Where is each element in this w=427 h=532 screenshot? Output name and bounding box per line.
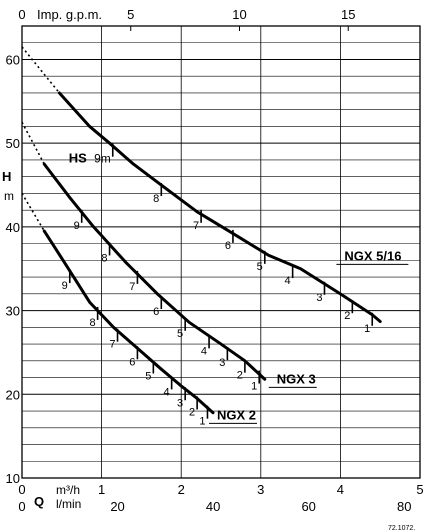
lmin-tick-label: 20	[110, 499, 124, 514]
speed-mark-label: 6	[153, 306, 159, 318]
m3h-tick-label: 0	[18, 482, 25, 497]
speed-mark-label: 2	[344, 310, 350, 322]
lmin-axis-unit: l/min	[56, 497, 81, 511]
y-axis-symbol: H	[2, 169, 11, 184]
m3h-tick-label: 4	[337, 482, 344, 497]
speed-mark-label: 7	[109, 339, 115, 351]
y-tick-label: 50	[6, 136, 20, 151]
speed-mark-label: 8	[101, 252, 107, 264]
m3h-tick-label: 2	[178, 482, 185, 497]
speed-mark-label: 9m	[94, 152, 111, 166]
hs-annotation-label: HS	[69, 151, 87, 166]
top-tick-label: 15	[341, 7, 355, 22]
speed-mark-label: 5	[145, 370, 151, 382]
y-tick-label: 20	[6, 387, 20, 402]
speed-mark-label: 5	[257, 261, 263, 273]
speed-mark-label: 1	[199, 416, 205, 428]
top-axis-label: Imp. g.p.m.	[37, 7, 102, 22]
speed-mark-label: 2	[189, 406, 195, 418]
series-labels: NGX 5/16 NGX 3 NGX 2	[209, 248, 409, 424]
speed-mark-label: 3	[316, 292, 322, 304]
lmin-tick-label: 40	[206, 499, 220, 514]
speed-mark-label: 7	[129, 281, 135, 293]
top-tick-label: 5	[127, 7, 134, 22]
m3h-tick-label: 3	[257, 482, 264, 497]
m3h-tick-label: 5	[416, 482, 423, 497]
q-axis-symbol: Q	[34, 494, 44, 509]
speed-mark-label: 2	[237, 370, 243, 382]
speed-mark-label: 8	[89, 317, 95, 329]
y-axis-ticks: 10 20 30 40 50 60	[6, 52, 20, 486]
speed-mark-label: 3	[177, 397, 183, 409]
lmin-tick-label: 80	[397, 499, 411, 514]
top-axis-ticks: 0 5 10 15	[18, 7, 355, 31]
lmin-tick-label: 0	[18, 499, 25, 514]
y-tick-label: 40	[6, 220, 20, 235]
curve-1	[42, 162, 267, 381]
y-axis-unit: m	[4, 189, 14, 203]
top-tick-label: 10	[232, 7, 246, 22]
series-label-1: NGX 3	[277, 371, 316, 386]
curve-0	[57, 91, 382, 323]
speed-mark-label: 6	[129, 356, 135, 368]
top-tick-label: 0	[18, 7, 25, 22]
speed-mark-label: 9	[62, 280, 68, 292]
figure-code: 72.1072.	[388, 525, 415, 532]
speed-mark-label: 4	[201, 345, 207, 357]
plot-frame	[21, 25, 421, 479]
speed-mark-label: 6	[225, 240, 231, 252]
speed-mark-label: 9	[74, 220, 80, 232]
m3h-axis-ticks: 0 1 2 3 4 5	[18, 482, 423, 497]
speed-mark-label: 1	[364, 323, 370, 335]
y-tick-label: 10	[6, 471, 20, 486]
m3h-axis-unit: m³/h	[56, 483, 80, 497]
speed-mark-label: 3	[219, 357, 225, 369]
y-tick-label: 30	[6, 304, 20, 319]
speed-mark-label: 1	[251, 381, 257, 393]
speed-mark-label: 5	[177, 328, 183, 340]
speed-mark-label: 4	[164, 386, 170, 398]
series-label-0: NGX 5/16	[344, 248, 401, 263]
lmin-axis-ticks: 0 20 40 60 80	[18, 499, 411, 514]
m3h-tick-label: 1	[98, 482, 105, 497]
speed-mark-label: 7	[193, 220, 199, 232]
speed-mark-label: 4	[285, 275, 291, 287]
y-tick-label: 60	[6, 52, 20, 67]
series-label-2: NGX 2	[217, 407, 256, 422]
lmin-tick-label: 60	[301, 499, 315, 514]
curve-extrapolated-2	[21, 193, 45, 232]
speed-mark-label: 8	[153, 193, 159, 205]
